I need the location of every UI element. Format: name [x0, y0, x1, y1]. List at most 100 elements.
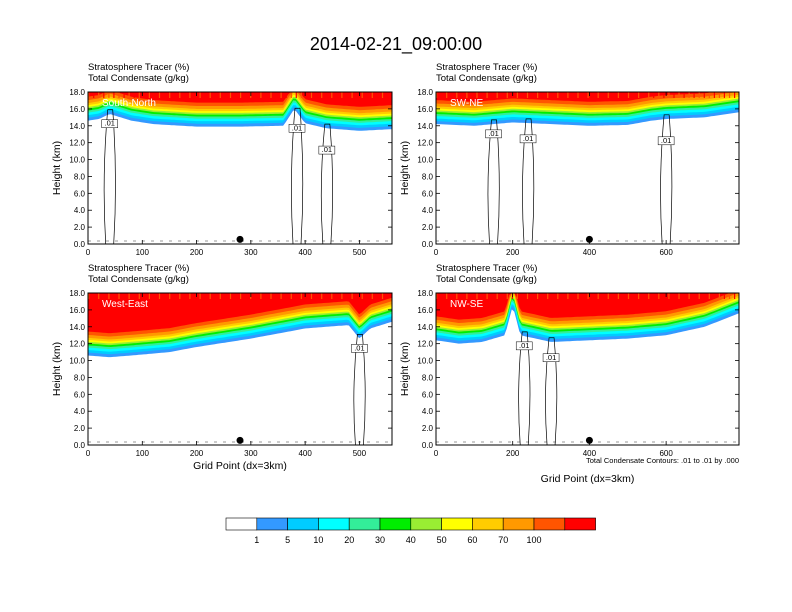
colorbar-swatch	[472, 517, 504, 531]
tracer-speckle	[703, 293, 705, 299]
tracer-speckle	[260, 92, 262, 98]
tracer-speckle	[280, 92, 282, 98]
tracer-speckle	[376, 92, 378, 98]
y-tick-label: 4.0	[422, 206, 434, 215]
tracer-speckle	[441, 92, 443, 98]
location-marker	[236, 235, 244, 243]
tracer-speckle	[572, 92, 574, 98]
tracer-speckle	[255, 293, 257, 299]
x-tick-label: 100	[136, 449, 150, 458]
tracer-speckle	[285, 92, 287, 98]
contour-label-box	[318, 145, 336, 155]
condensate-contour	[291, 107, 304, 244]
tracer-speckle	[229, 293, 232, 299]
contour-label: .01	[354, 343, 364, 352]
colorbar-swatch	[287, 517, 319, 531]
tracer-speckle	[572, 293, 574, 299]
panel-subtitle: Total Condensate (g/kg)	[88, 274, 189, 285]
tracer-speckle	[698, 293, 700, 299]
tracer-speckle	[184, 293, 186, 299]
tracer-speckle	[532, 293, 534, 299]
tracer-speckle	[617, 293, 619, 299]
x-tick-label: 200	[190, 449, 204, 458]
x-tick-label: 500	[353, 248, 367, 257]
colorbar-label: 10	[313, 535, 323, 545]
tracer-speckle	[627, 293, 630, 299]
tracer-speckle	[275, 92, 277, 98]
tracer-speckle	[638, 293, 640, 299]
tracer-speckle	[346, 293, 348, 299]
condensate-contour	[545, 337, 558, 445]
tracer-speckle	[240, 293, 242, 299]
plot-border	[435, 292, 740, 446]
y-tick-label: 0.0	[422, 240, 434, 249]
tracer-speckle	[169, 293, 171, 299]
tracer-speckle	[245, 293, 247, 299]
tracer-speckle	[461, 92, 463, 98]
tracer-speckle	[133, 293, 135, 299]
tracer-speckle	[386, 293, 389, 299]
y-tick-label: 6.0	[422, 189, 434, 198]
tracer-speckle	[638, 92, 640, 98]
contour-label: .01	[546, 353, 556, 362]
tracer-speckle	[153, 293, 156, 299]
x-tick-label: 0	[86, 449, 91, 458]
tracer-speckle	[653, 92, 655, 98]
tracer-speckle	[552, 293, 554, 299]
tracer-speckle	[521, 92, 524, 98]
tracer-speckle	[88, 92, 90, 98]
tracer-speckle	[295, 293, 297, 299]
tracer-speckle	[693, 293, 695, 299]
tracer-speckle	[351, 293, 353, 299]
tracer-speckle	[356, 92, 358, 98]
tracer-speckle	[93, 92, 95, 98]
tracer-speckle	[224, 293, 226, 299]
tracer-speckle	[336, 92, 338, 98]
tracer-speckle	[346, 92, 348, 98]
x-tick-label: 400	[583, 449, 597, 458]
tracer-speckle	[486, 293, 488, 299]
y-tick-label: 10.0	[69, 357, 85, 366]
plot-border	[435, 91, 740, 245]
tracer-speckle	[466, 293, 468, 299]
tracer-speckle	[118, 293, 120, 299]
tracer-speckle	[587, 92, 589, 98]
tracer-speckle	[103, 92, 105, 98]
y-tick-label: 8.0	[74, 373, 86, 382]
tracer-speckle	[547, 293, 549, 299]
y-tick-label: 14.0	[69, 122, 85, 131]
contour-label: .01	[519, 341, 529, 350]
condensate-contour	[103, 109, 116, 244]
tracer-speckle	[199, 92, 201, 98]
condensate-contour	[487, 119, 500, 244]
x-tick-label: 0	[434, 449, 439, 458]
y-tick-label: 18.0	[69, 289, 85, 298]
tracer-speckle	[673, 92, 675, 98]
tracer-speckle	[683, 92, 685, 98]
tracer-speckle	[582, 92, 584, 98]
contour-label: .01	[322, 145, 332, 154]
contour-label-box	[351, 344, 368, 353]
tracer-speckle	[466, 92, 468, 98]
tracer-speckle	[673, 293, 675, 299]
tracer-speckle	[658, 293, 660, 299]
tracer-speckle	[612, 293, 614, 299]
tracer-speckle	[633, 293, 635, 299]
tracer-speckle	[371, 92, 373, 98]
tracer-speckle	[718, 92, 720, 98]
tracer-speckle	[516, 92, 518, 98]
tracer-speckle	[557, 92, 559, 98]
panel-subtitle: Total Condensate (g/kg)	[436, 274, 537, 285]
y-tick-label: 16.0	[417, 306, 433, 315]
tracer-speckle	[678, 293, 680, 299]
tracer-speckle	[245, 92, 247, 98]
condensate-contour	[320, 123, 333, 244]
tracer-speckle	[260, 293, 262, 299]
tracer-speckle	[451, 92, 453, 98]
y-axis-label: Height (km)	[399, 342, 411, 396]
y-tick-label: 12.0	[69, 340, 85, 349]
y-tick-label: 2.0	[74, 223, 86, 232]
tracer-speckle	[143, 293, 145, 299]
tracer-speckle	[723, 92, 725, 98]
panel-3: .01 West-East Stratosphere Tracer (%)Total…	[51, 263, 393, 472]
